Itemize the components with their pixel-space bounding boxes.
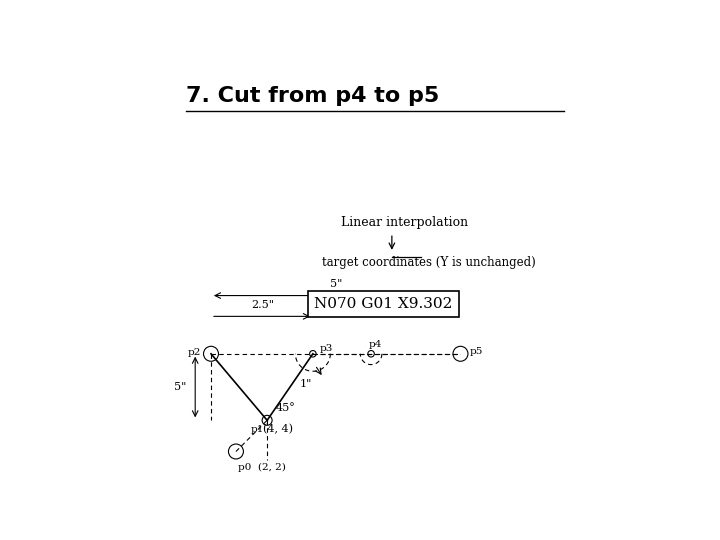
Text: 1": 1" <box>300 379 312 389</box>
Text: p0  (2, 2): p0 (2, 2) <box>238 463 286 472</box>
Text: p1: p1 <box>251 425 264 434</box>
Text: target coordinates (Y is unchanged): target coordinates (Y is unchanged) <box>323 256 536 269</box>
Text: 45°: 45° <box>276 403 296 413</box>
Text: p3: p3 <box>320 345 333 353</box>
Text: 5": 5" <box>174 382 186 392</box>
Text: p5: p5 <box>469 347 483 356</box>
Text: (4, 4): (4, 4) <box>263 423 292 434</box>
Text: Linear interpolation: Linear interpolation <box>341 216 468 229</box>
Text: p4: p4 <box>369 340 382 349</box>
Text: p2: p2 <box>188 348 201 357</box>
Text: 7. Cut from p4 to p5: 7. Cut from p4 to p5 <box>186 85 439 106</box>
Text: 2.5": 2.5" <box>251 300 274 310</box>
Text: 5": 5" <box>330 279 342 289</box>
Text: N070 G01 X9.302: N070 G01 X9.302 <box>315 297 453 311</box>
